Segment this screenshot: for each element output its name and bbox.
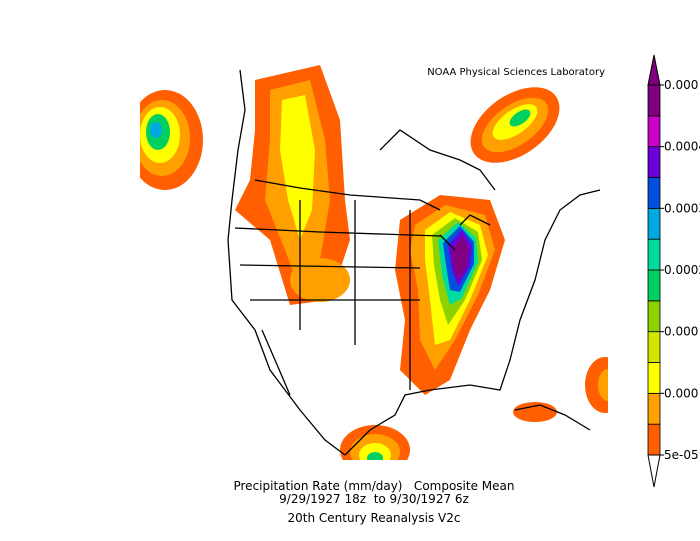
colorbar-band bbox=[647, 146, 661, 178]
colorbar-band bbox=[647, 269, 661, 302]
colorbar-band bbox=[647, 207, 661, 240]
colorbar-band bbox=[647, 84, 661, 117]
colorbar-band bbox=[647, 331, 661, 363]
colorbar-label: 0.000 bbox=[664, 78, 698, 92]
colorbar-label: 0.0003 bbox=[664, 201, 700, 215]
credit: NOAA Physical Sciences Laboratory bbox=[427, 67, 605, 78]
colorbar-band bbox=[647, 115, 661, 148]
colorbar-label: 0.0004 bbox=[664, 140, 700, 154]
map: NOAA Physical Sciences Laboratory bbox=[140, 65, 608, 460]
caption-line: Precipitation Rate (mm/day) Composite Me… bbox=[233, 479, 514, 493]
colorbar-band bbox=[647, 423, 661, 456]
colorbar: 5e-05 0.000 0.000 0.0002 0.0003 0.0004 0.000 bbox=[647, 54, 700, 488]
colorbar-label: 0.000 bbox=[664, 386, 698, 400]
colorbar-band bbox=[647, 238, 661, 271]
colorbar-label: 5e-05 bbox=[664, 448, 699, 462]
colorbar-band bbox=[647, 392, 661, 425]
precip-field bbox=[140, 65, 608, 460]
colorbar-band bbox=[647, 300, 661, 333]
caption-line: 9/29/1927 18z to 9/30/1927 6z bbox=[279, 492, 469, 506]
colorbar-arrow bbox=[647, 54, 661, 86]
colorbar-label: 0.000 bbox=[664, 325, 698, 339]
coastlines bbox=[227, 69, 601, 456]
colorbar-band bbox=[647, 362, 661, 394]
colorbar-arrow bbox=[647, 454, 661, 488]
colorbar-band bbox=[647, 177, 661, 209]
colorbar-label: 0.0002 bbox=[664, 263, 700, 277]
caption-line: 20th Century Reanalysis V2c bbox=[288, 511, 461, 525]
